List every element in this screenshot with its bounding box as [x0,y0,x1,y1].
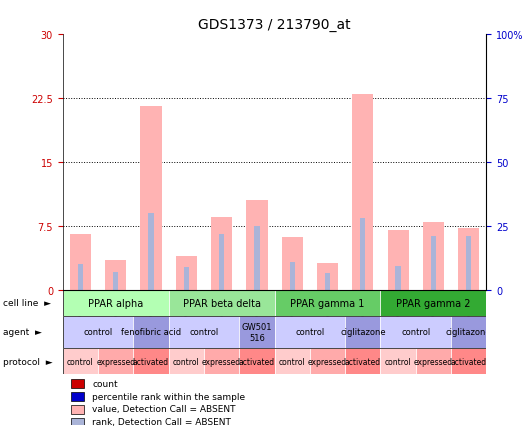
Bar [423,222,444,290]
FancyBboxPatch shape [381,290,486,316]
Text: control: control [295,328,324,337]
Bar [458,229,479,290]
FancyBboxPatch shape [381,316,451,349]
FancyBboxPatch shape [451,349,486,374]
FancyBboxPatch shape [345,349,381,374]
Text: protocol  ►: protocol ► [3,357,52,366]
FancyBboxPatch shape [204,349,240,374]
Text: value, Detection Call = ABSENT: value, Detection Call = ABSENT [93,404,236,414]
FancyBboxPatch shape [275,316,345,349]
Text: activated: activated [451,357,487,366]
Bar [176,256,197,290]
Text: ciglitazone: ciglitazone [340,328,385,337]
Bar [149,214,154,290]
Text: control: control [279,357,305,366]
Text: ciglitazone: ciglitazone [446,328,492,337]
Bar [211,218,232,290]
Bar [246,201,267,290]
FancyBboxPatch shape [240,316,275,349]
FancyBboxPatch shape [63,316,133,349]
Text: expressed: expressed [96,357,135,366]
Text: activated: activated [133,357,169,366]
Text: fenofibric acid: fenofibric acid [121,328,181,337]
Text: expressed: expressed [414,357,453,366]
Text: expressed: expressed [308,357,347,366]
Bar [325,274,330,290]
Text: count: count [93,379,118,388]
Bar [105,260,126,290]
Bar [71,379,84,388]
FancyBboxPatch shape [133,316,168,349]
Text: control: control [385,357,412,366]
Text: control: control [67,357,94,366]
Text: PPAR beta delta: PPAR beta delta [183,298,260,308]
FancyBboxPatch shape [240,349,275,374]
Text: activated: activated [345,357,381,366]
Text: activated: activated [239,357,275,366]
FancyBboxPatch shape [275,290,381,316]
FancyBboxPatch shape [416,349,451,374]
FancyBboxPatch shape [345,316,381,349]
Text: rank, Detection Call = ABSENT: rank, Detection Call = ABSENT [93,417,231,426]
Bar [254,227,259,290]
FancyBboxPatch shape [63,349,98,374]
Text: control: control [401,328,430,337]
Bar [71,418,84,427]
FancyBboxPatch shape [168,316,240,349]
Bar [388,230,409,290]
Bar [140,107,162,290]
Text: GW501
516: GW501 516 [242,322,272,342]
Bar [184,267,189,290]
Text: PPAR gamma 2: PPAR gamma 2 [396,298,471,308]
FancyBboxPatch shape [133,349,168,374]
Bar [360,219,366,290]
Bar [466,237,471,290]
FancyBboxPatch shape [381,349,416,374]
Text: PPAR alpha: PPAR alpha [88,298,143,308]
Bar [219,234,224,290]
FancyBboxPatch shape [98,349,133,374]
FancyBboxPatch shape [168,349,204,374]
FancyBboxPatch shape [310,349,345,374]
Text: control: control [84,328,112,337]
Bar [281,237,303,290]
Bar [317,263,338,290]
Text: PPAR gamma 1: PPAR gamma 1 [290,298,365,308]
Bar [78,265,83,290]
Text: percentile rank within the sample: percentile rank within the sample [93,392,245,401]
Text: agent  ►: agent ► [3,328,41,337]
Bar [395,266,401,290]
Text: expressed: expressed [202,357,241,366]
Bar [113,273,118,290]
FancyBboxPatch shape [451,316,486,349]
FancyBboxPatch shape [168,290,275,316]
Bar [353,94,373,290]
Bar [71,392,84,401]
Bar [290,262,295,290]
Text: control: control [189,328,219,337]
Text: cell line  ►: cell line ► [3,299,51,308]
FancyBboxPatch shape [63,290,168,316]
Bar [70,235,91,290]
FancyBboxPatch shape [275,349,310,374]
Title: GDS1373 / 213790_at: GDS1373 / 213790_at [198,18,351,32]
Bar [71,405,84,414]
Bar [431,237,436,290]
Text: control: control [173,357,200,366]
